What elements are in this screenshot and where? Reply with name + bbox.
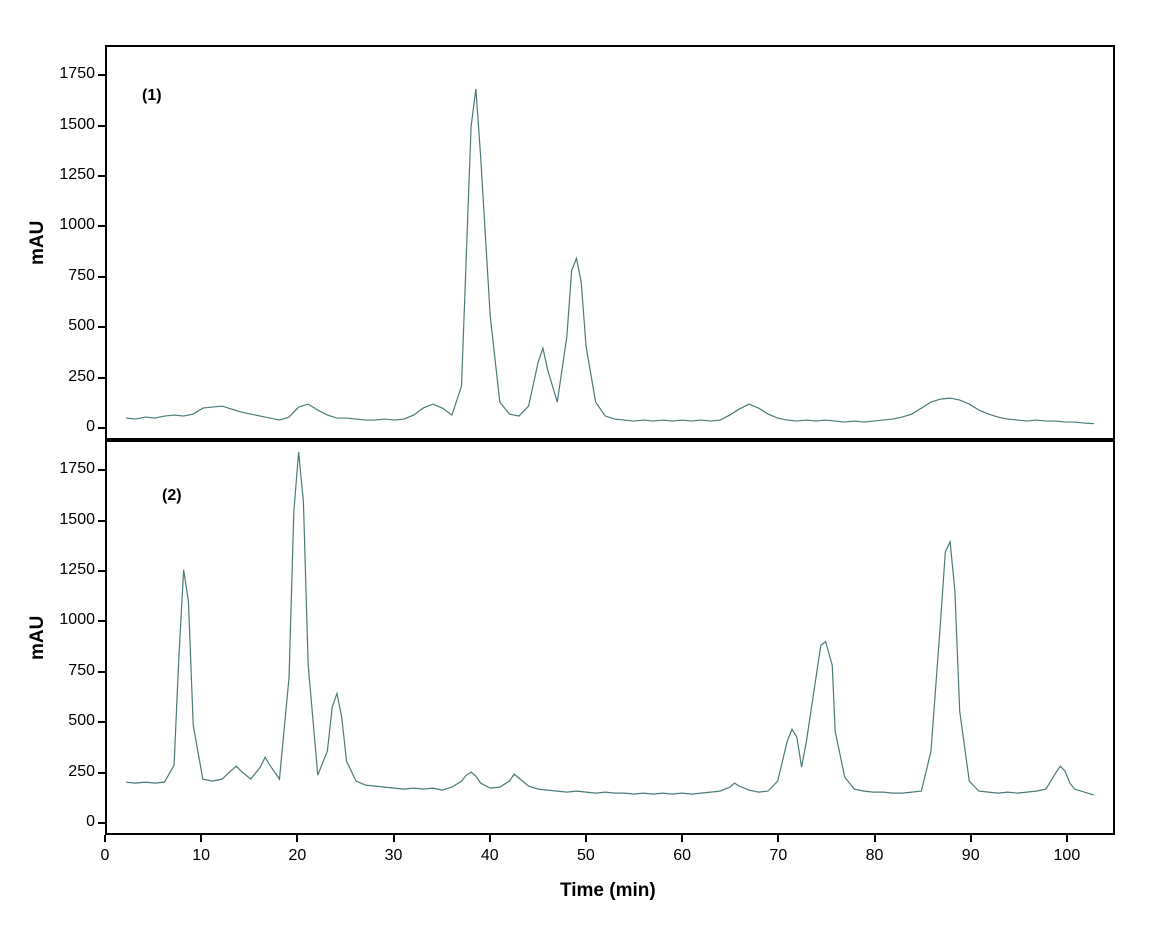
chromatogram-trace-2 — [107, 442, 1113, 833]
x-tick — [874, 835, 876, 842]
x-tick-label: 10 — [181, 847, 221, 865]
x-tick-label: 60 — [662, 847, 702, 865]
y-tick-label: 750 — [45, 267, 95, 285]
x-axis-label: Time (min) — [560, 880, 656, 902]
x-tick-label: 100 — [1047, 847, 1087, 865]
y-tick — [98, 74, 105, 76]
y-tick-label: 750 — [45, 662, 95, 680]
y-tick-label: 0 — [45, 813, 95, 831]
x-tick — [200, 835, 202, 842]
chromatogram-trace-1 — [107, 47, 1113, 438]
x-tick — [104, 835, 106, 842]
y-tick-label: 250 — [45, 763, 95, 781]
y-tick — [98, 225, 105, 227]
y-tick — [98, 175, 105, 177]
y-tick-label: 1750 — [45, 460, 95, 478]
x-tick — [489, 835, 491, 842]
y-tick — [98, 671, 105, 673]
x-tick-label: 90 — [951, 847, 991, 865]
y-tick-label: 500 — [45, 712, 95, 730]
y-tick — [98, 772, 105, 774]
y-tick-label: 1250 — [45, 561, 95, 579]
y-tick-label: 1250 — [45, 166, 95, 184]
y-tick — [98, 125, 105, 127]
y-tick-label: 250 — [45, 368, 95, 386]
y-tick — [98, 326, 105, 328]
y-tick-label: 1000 — [45, 611, 95, 629]
y-tick-label: 1500 — [45, 116, 95, 134]
x-tick-label: 0 — [85, 847, 125, 865]
y-tick — [98, 427, 105, 429]
y-tick — [98, 822, 105, 824]
y-tick — [98, 620, 105, 622]
y-tick-label: 0 — [45, 418, 95, 436]
x-tick — [1066, 835, 1068, 842]
y-tick-label: 500 — [45, 317, 95, 335]
panel-2: (2) — [105, 440, 1115, 835]
y-tick — [98, 721, 105, 723]
x-tick-label: 80 — [855, 847, 895, 865]
x-tick — [585, 835, 587, 842]
x-tick-label: 40 — [470, 847, 510, 865]
y-tick-label: 1750 — [45, 65, 95, 83]
y-tick-label: 1500 — [45, 511, 95, 529]
x-tick — [777, 835, 779, 842]
x-tick — [681, 835, 683, 842]
x-tick — [970, 835, 972, 842]
panel-1: (1) — [105, 45, 1115, 440]
y-tick — [98, 377, 105, 379]
y-tick-label: 1000 — [45, 216, 95, 234]
x-tick — [393, 835, 395, 842]
y-tick — [98, 276, 105, 278]
y-tick — [98, 520, 105, 522]
x-tick-label: 70 — [758, 847, 798, 865]
x-tick — [296, 835, 298, 842]
y-tick — [98, 469, 105, 471]
y-tick — [98, 570, 105, 572]
x-tick-label: 50 — [566, 847, 606, 865]
x-tick-label: 20 — [277, 847, 317, 865]
x-tick-label: 30 — [374, 847, 414, 865]
chromatogram-figure: (1) (2) mAU mAU Time (min) 0250500750100… — [0, 0, 1168, 928]
